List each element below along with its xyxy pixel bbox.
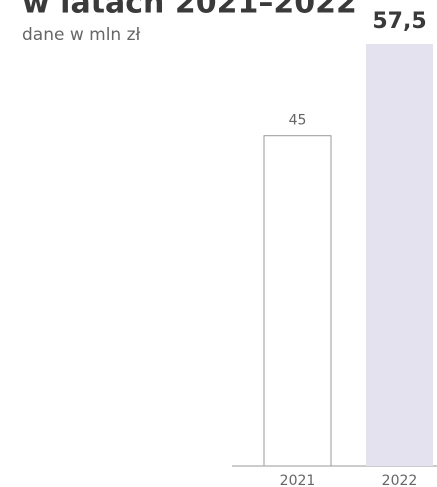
value-label: 57,5 [372,9,426,34]
value-label: 45 [289,113,307,129]
x-tick-label: 2021 [280,473,316,487]
x-tick-label: 2022 [382,473,418,487]
chart-subtitle: dane w mln zł [22,25,141,45]
chart-title: w latach 2021–2022 [22,0,357,21]
bar [263,135,332,467]
bar [366,43,433,466]
